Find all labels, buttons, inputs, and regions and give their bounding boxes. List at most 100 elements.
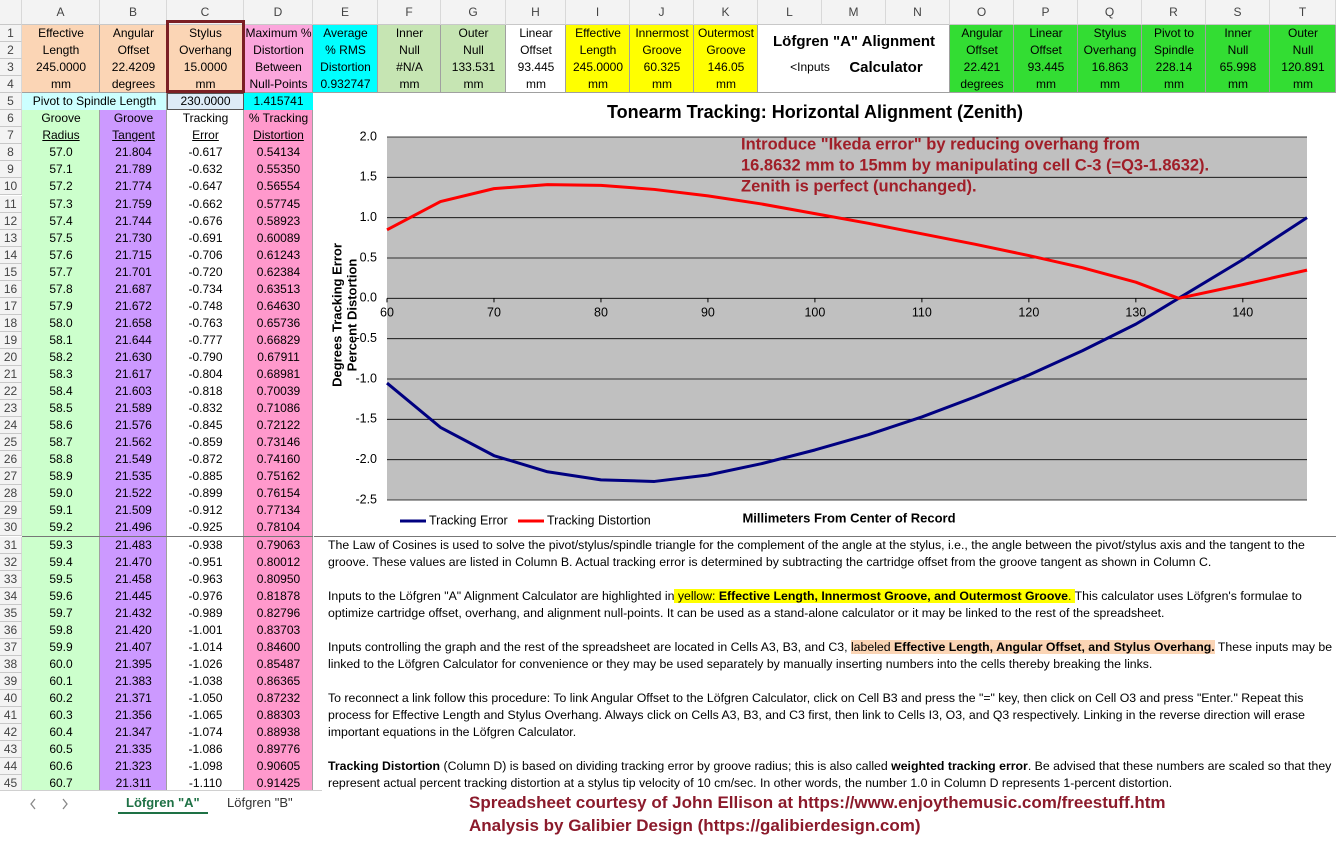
- row-header: 1: [0, 25, 22, 43]
- y-tick-label: -2.0: [355, 452, 377, 466]
- row-header: 14: [0, 246, 22, 264]
- text-run: Effective Length, Innermost Groove, and …: [718, 589, 1069, 603]
- data-cell: 0.62384: [256, 264, 301, 279]
- column-header: A: [22, 0, 100, 25]
- header-cell: Overhang: [179, 43, 232, 58]
- header-cell: mm: [51, 77, 71, 92]
- calculator-cell: 93.445: [1027, 60, 1065, 75]
- header-cell: Angular: [112, 26, 155, 40]
- tab-scroll-arrows[interactable]: [22, 792, 82, 816]
- data-cell: 60.6: [49, 759, 73, 774]
- header-cell: Innermost: [635, 26, 689, 40]
- data-cell: 21.687: [115, 281, 152, 296]
- column-header: P: [1014, 0, 1078, 25]
- cell-background: [441, 25, 506, 94]
- cell-background: [1078, 25, 1142, 94]
- data-cell: 21.744: [115, 213, 152, 228]
- data-cell: 21.603: [115, 384, 152, 399]
- row-header: 12: [0, 212, 22, 230]
- data-cell: 0.87232: [256, 690, 301, 705]
- x-tick-label: 100: [804, 306, 825, 320]
- data-cell: -0.832: [188, 401, 223, 416]
- data-cell: 59.6: [49, 588, 73, 603]
- data-cell: 21.458: [115, 571, 152, 586]
- annotation: Zenith is perfect (unchanged).: [741, 177, 977, 195]
- row-header: 36: [0, 621, 22, 639]
- data-cell: -0.951: [188, 554, 223, 569]
- text-run: Effective Length, Angular Offset, and St…: [894, 640, 1212, 654]
- data-cell: 0.72122: [256, 418, 301, 433]
- series-line: [386, 183, 1308, 300]
- data-cell: -0.989: [188, 605, 223, 620]
- data-cell: 57.0: [49, 145, 73, 160]
- x-tick-label: 110: [912, 306, 932, 320]
- data-cell: 0.74160: [256, 452, 301, 467]
- header-cell: 15.0000: [183, 60, 228, 75]
- row-header: 35: [0, 604, 22, 622]
- column-header: O: [950, 0, 1014, 25]
- data-cell: 21.630: [115, 349, 152, 364]
- row-header: 5: [0, 93, 22, 111]
- calculator-cell: Spindle: [1153, 43, 1195, 58]
- row-header: 20: [0, 348, 22, 366]
- y-axis-label: Degrees Tracking Error Percent Distortion: [329, 243, 359, 387]
- data-cell: 21.395: [115, 656, 152, 671]
- column-header: T: [1270, 0, 1336, 25]
- calculator-cell: Offset: [1030, 43, 1062, 58]
- data-cell: -0.925: [188, 520, 223, 535]
- header-cell: Length: [579, 43, 617, 58]
- table-header: % Tracking: [248, 111, 309, 126]
- cell-background: [950, 25, 1014, 94]
- header-cell: Stylus: [189, 26, 222, 40]
- text-run: yellow:: [674, 589, 719, 603]
- row-header: 22: [0, 383, 22, 401]
- data-cell: 58.5: [49, 401, 73, 416]
- data-cell: 60.0: [49, 656, 73, 671]
- header-cell: Linear: [519, 26, 553, 40]
- row-header: 44: [0, 758, 22, 776]
- text-run: Tracking Distortion: [328, 759, 441, 773]
- data-cell: 59.2: [49, 520, 73, 535]
- data-cell: 0.83703: [256, 622, 301, 637]
- data-cell: 58.4: [49, 384, 73, 399]
- legend-label: Tracking Error: [429, 513, 508, 527]
- header-cell: Outermost: [697, 26, 754, 40]
- text-run: To reconnect a link follow this procedur…: [328, 691, 1305, 739]
- paragraph: Inputs to the Löfgren "A" Alignment Calc…: [328, 588, 1334, 622]
- calculator-cell: mm: [1164, 77, 1184, 92]
- data-cell: -0.720: [188, 264, 223, 279]
- data-cell: 58.2: [49, 349, 73, 364]
- data-cell: 21.383: [115, 673, 152, 688]
- x-axis-label: Millimeters From Center of Record: [742, 510, 955, 525]
- data-cell: -1.014: [188, 639, 223, 654]
- data-cell: -0.859: [188, 435, 223, 450]
- column-header: D: [244, 0, 313, 25]
- y-tick-label: 1.0: [360, 210, 377, 224]
- paragraph: Tracking Distortion (Column D) is based …: [328, 758, 1334, 790]
- data-cell: 21.658: [115, 315, 152, 330]
- column-header: B: [100, 0, 167, 25]
- sheet-tab[interactable]: Löfgren "A": [118, 794, 208, 814]
- data-cell: 0.79063: [256, 537, 301, 552]
- data-cell: 21.672: [115, 298, 152, 313]
- y-tick-label: -1.0: [355, 371, 377, 385]
- data-cell: 21.445: [115, 588, 152, 603]
- column-header: J: [630, 0, 694, 25]
- column-header: I: [566, 0, 630, 25]
- data-cell: 59.3: [49, 537, 73, 552]
- calculator-inputs-note: <Inputs: [790, 60, 830, 75]
- sheet-tab[interactable]: Löfgren "B": [227, 795, 293, 810]
- chart-title: Tonearm Tracking: Horizontal Alignment (…: [607, 102, 1023, 122]
- annotation: Introduce "Ikeda error" by reducing over…: [741, 135, 1140, 153]
- x-tick-label: 70: [487, 306, 501, 320]
- header-cell: Length: [42, 43, 80, 58]
- data-cell: 21.432: [115, 605, 152, 620]
- data-cell: 0.80950: [256, 571, 301, 586]
- cell-background: [694, 25, 758, 94]
- row-header: 30: [0, 519, 22, 537]
- data-cell: 0.54134: [256, 145, 301, 160]
- data-cell: -0.938: [188, 537, 223, 552]
- header-cell: degrees: [111, 77, 156, 92]
- data-cell: 60.7: [49, 776, 73, 790]
- data-cell: 57.3: [49, 196, 73, 211]
